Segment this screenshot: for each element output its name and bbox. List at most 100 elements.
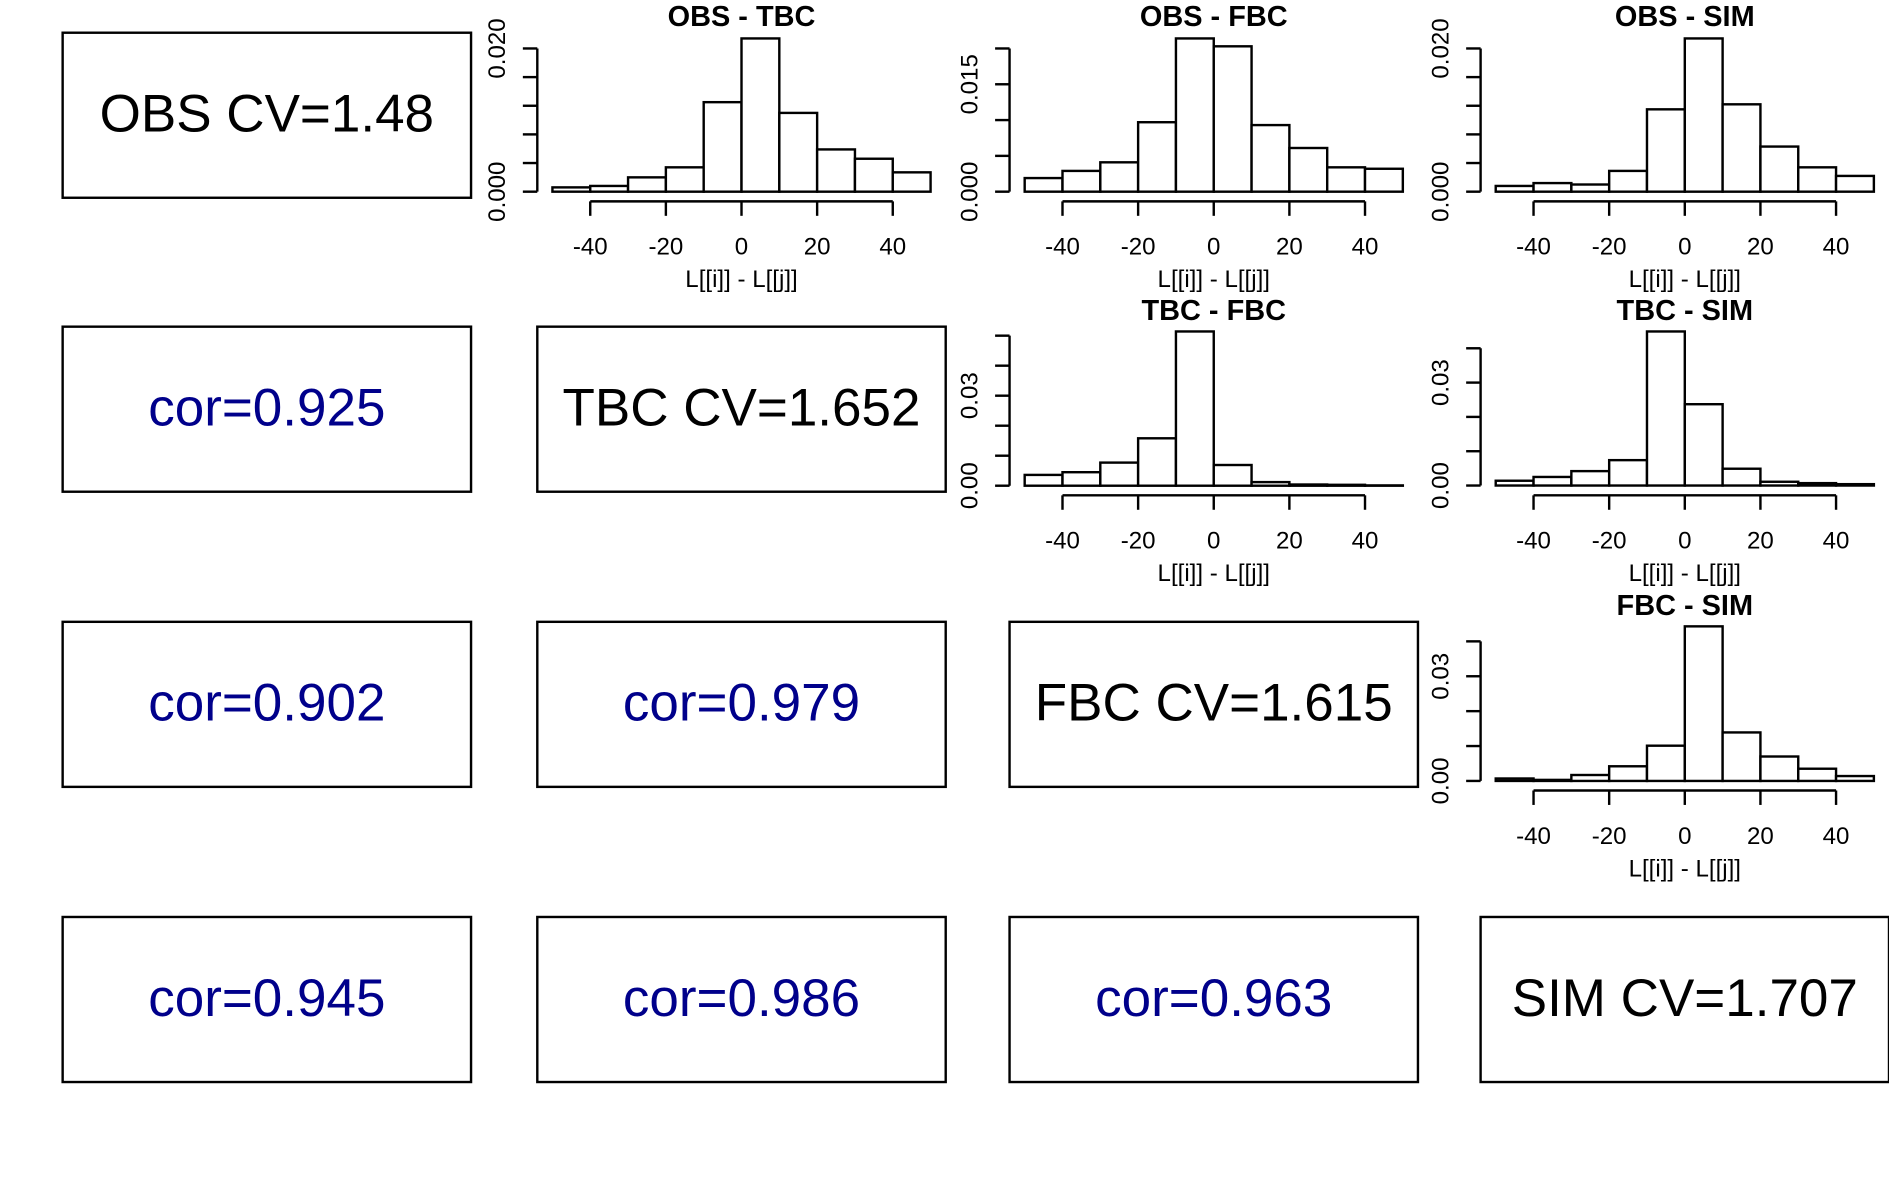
bar [1494,479,1535,487]
x-axis-label: L[[i]] - L[[j]] [1629,266,1741,293]
x-tick-label: 40 [879,234,906,261]
bar [1607,458,1649,487]
bar [1212,45,1253,193]
correlation-label: cor=0.945 [148,969,385,1028]
correlation-label: cor=0.902 [148,674,385,733]
x-axis-label: L[[i]] - L[[j]] [685,266,797,293]
x-tick-label: 20 [1747,528,1774,555]
diagonal-label-box [1008,620,1420,789]
bar [815,148,857,193]
bar [1570,773,1611,783]
bar [1250,123,1291,193]
x-tick-label: 40 [1823,528,1850,555]
diagonal-label-box [536,325,947,493]
bar [1212,463,1253,487]
chart-title: FBC - SIM [1617,590,1754,622]
correlation-label-box [61,620,473,789]
bar [1834,482,1876,487]
y-tick-label: 0.000 [484,162,511,222]
bar [1136,437,1178,487]
bar [1570,183,1611,193]
y-tick-label: 0.03 [1427,359,1454,406]
chart-title: TBC - FBC [1141,295,1286,327]
correlation-label-box [536,620,947,789]
x-tick-label: 0 [1207,234,1220,261]
bar [1607,765,1649,783]
chart-title: OBS - FBC [1140,1,1288,33]
bar [1532,778,1573,783]
x-tick-label: 20 [1276,528,1303,555]
y-tick-label: 0.015 [956,54,983,114]
bar [551,186,592,193]
x-tick-label: 0 [1678,234,1691,261]
x-tick-label: 40 [1352,528,1379,555]
bar [1759,145,1800,193]
bar [1099,461,1140,487]
x-tick-label: 40 [1352,234,1379,261]
correlation-label-box [1008,915,1420,1084]
x-tick-label: -40 [1045,234,1080,261]
x-tick-label: -40 [1516,234,1551,261]
y-tick-label: 0.020 [484,18,511,78]
bar [664,166,705,193]
y-tick-label: 0.00 [956,462,983,509]
bar [1023,176,1064,193]
y-tick-label: 0.000 [956,162,983,222]
x-tick-label: -20 [1121,234,1156,261]
bar [778,111,819,193]
bar [1532,181,1573,193]
bar [1645,744,1687,783]
x-tick-label: -40 [1516,528,1551,555]
bar [1570,469,1611,487]
correlation-label-box [61,325,473,493]
bar [1797,481,1838,487]
y-tick-label: 0.020 [1427,18,1454,78]
x-tick-label: 0 [1207,528,1220,555]
correlation-label: cor=0.979 [623,674,860,733]
x-axis-label: L[[i]] - L[[j]] [1158,266,1270,293]
bar [1721,103,1762,193]
bar [1721,467,1762,487]
x-tick-label: -20 [648,234,683,261]
bar [1683,403,1724,487]
x-tick-label: 0 [735,234,748,261]
x-tick-label: -20 [1592,823,1627,850]
bar [702,100,743,193]
x-tick-label: -40 [1045,528,1080,555]
y-tick-label: 0.000 [1427,162,1454,222]
x-tick-label: 20 [1747,234,1774,261]
bar [1721,731,1762,783]
correlation-label: cor=0.986 [623,969,860,1028]
bar [626,176,668,193]
y-tick-label: 0.03 [956,372,983,419]
correlation-label-box [61,915,473,1084]
chart-title: TBC - SIM [1617,295,1754,327]
bar [1645,108,1687,193]
x-tick-label: -40 [1516,823,1551,850]
y-tick-label: 0.00 [1427,757,1454,804]
bar [1136,121,1178,193]
correlation-label-box [536,915,947,1084]
x-tick-label: 20 [1747,823,1774,850]
x-tick-label: 20 [804,234,831,261]
bar [891,171,932,193]
bar [1834,174,1876,193]
x-tick-label: 40 [1823,823,1850,850]
bar [1759,480,1800,487]
y-tick-label: 0.03 [1427,653,1454,700]
y-tick-label: 0.00 [1427,462,1454,509]
bar [1797,166,1838,193]
bar [1288,146,1329,193]
x-axis-label: L[[i]] - L[[j]] [1629,560,1741,587]
bar [1683,37,1724,193]
correlation-label: cor=0.963 [1095,969,1332,1028]
bar [1061,471,1102,487]
diagonal-label-box [61,31,473,199]
bar [740,37,781,193]
bar [1288,483,1329,487]
correlation-label: cor=0.925 [148,379,385,438]
bar [1607,169,1649,193]
bar [1759,755,1800,783]
x-tick-label: -20 [1592,528,1627,555]
